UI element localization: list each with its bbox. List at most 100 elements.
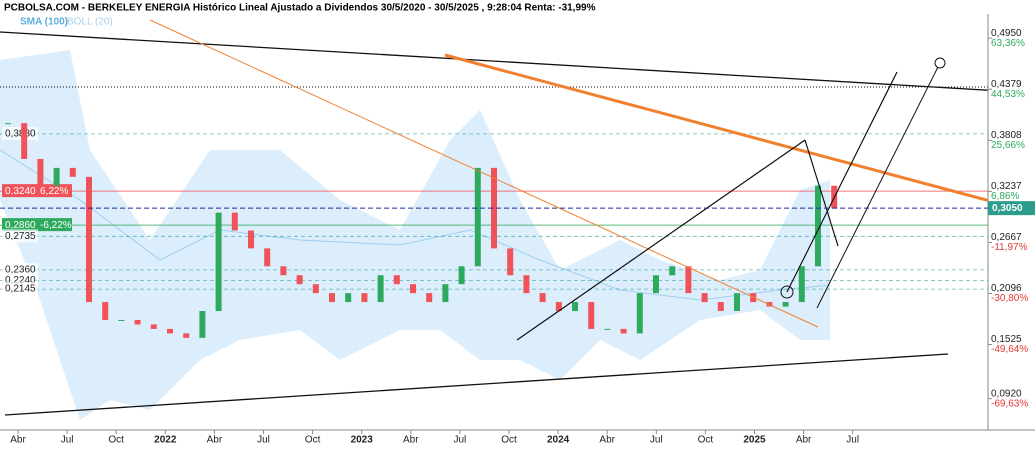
x-tick-label: Oct	[108, 435, 124, 446]
x-tick-label: 2024	[547, 435, 570, 446]
candle	[734, 293, 740, 312]
x-tick-label: Jul	[846, 435, 859, 446]
candle	[491, 167, 497, 249]
candle	[37, 158, 44, 186]
marker-circle	[780, 285, 794, 299]
candle	[539, 293, 546, 303]
y-tick-percent: 25,66%	[991, 140, 1025, 151]
current-box	[988, 201, 1035, 216]
candle	[782, 302, 789, 307]
x-tick-label: Jul	[454, 435, 467, 446]
level-box	[2, 262, 38, 276]
candle	[426, 293, 433, 303]
x-tick-label: Abr	[207, 435, 223, 446]
candle	[199, 311, 206, 338]
candle	[717, 302, 724, 312]
x-tick-label: Oct	[501, 435, 517, 446]
trend-line	[516, 139, 806, 341]
candle	[636, 293, 643, 334]
chart-title: PCBOLSA.COM - BERKELEY ENERGIA Histórico…	[4, 3, 596, 14]
y-tick-percent: -69,63%	[991, 398, 1028, 409]
candle	[118, 319, 125, 321]
candle	[69, 167, 76, 177]
candle	[150, 324, 157, 329]
y-tick-label: 0,2096	[991, 283, 1022, 294]
x-tick-label: Oct	[305, 435, 321, 446]
level-label: 0,2735	[5, 231, 36, 242]
legend-sma: SMA (100)	[20, 17, 68, 28]
trend-line	[816, 62, 941, 309]
candle	[523, 275, 530, 294]
level-label: 0,2360	[5, 265, 36, 276]
candle	[329, 293, 335, 303]
candle	[572, 302, 578, 312]
y-tick-percent: -11,97%	[991, 242, 1028, 253]
x-tick-label: Abr	[10, 435, 26, 446]
y-tick-label: 0,0920	[991, 388, 1022, 399]
x-tick-label: 2025	[743, 435, 766, 446]
y-tick-percent: -30,80%	[991, 293, 1028, 304]
candle	[183, 333, 190, 338]
candle	[701, 293, 708, 303]
y-tick-label: 0,3237	[991, 181, 1022, 192]
level-label: 0,2145	[5, 284, 36, 295]
trend-line	[149, 19, 819, 328]
level-box	[2, 218, 72, 232]
legend-boll: BOLL (20)	[67, 17, 113, 28]
candle	[620, 328, 627, 334]
y-tick-percent: 63,36%	[991, 38, 1025, 49]
trend-line	[804, 139, 839, 247]
candle	[231, 212, 238, 231]
trend-line	[0, 31, 1035, 94]
candle	[280, 266, 287, 276]
candle	[215, 212, 222, 312]
candle	[669, 266, 676, 276]
x-tick-label: Jul	[61, 435, 74, 446]
marker-circle	[934, 57, 946, 69]
candle	[555, 302, 562, 312]
x-tick-label: Oct	[698, 435, 714, 446]
sma-line	[0, 149, 831, 301]
level-label: 0,2860	[5, 220, 36, 231]
candle	[86, 176, 92, 303]
candle	[410, 284, 416, 294]
x-tick-label: Abr	[796, 435, 812, 446]
trend-line	[786, 71, 898, 293]
candle	[685, 266, 692, 294]
x-tick-label: Abr	[403, 435, 419, 446]
candle	[312, 284, 319, 294]
level-percent: 6,22%	[40, 186, 68, 197]
level-box	[2, 282, 38, 296]
x-tick-label: 2023	[351, 435, 374, 446]
y-tick-label: 0,1525	[991, 334, 1022, 345]
price-axis	[988, 14, 1035, 430]
trend-line	[4, 353, 949, 416]
candle	[345, 293, 352, 303]
candle	[21, 123, 28, 159]
candle	[102, 302, 109, 320]
candle	[361, 293, 368, 303]
candle	[377, 275, 384, 303]
candle	[604, 328, 611, 330]
level-box	[2, 229, 38, 243]
y-tick-percent: 6,86%	[991, 191, 1019, 202]
y-tick-label: 0,3808	[991, 130, 1022, 141]
bollinger-band	[0, 50, 830, 420]
level-label: 0,3880	[5, 129, 36, 140]
level-label: 0,3240	[5, 186, 36, 197]
candle	[458, 266, 465, 285]
y-tick-label: 0,4950	[991, 28, 1022, 39]
y-tick-percent: 44,53%	[991, 89, 1025, 100]
x-tick-label: Abr	[599, 435, 615, 446]
current-label: 0,3050	[992, 203, 1023, 214]
x-tick-label: Jul	[257, 435, 270, 446]
candle	[296, 275, 303, 285]
candle	[442, 284, 449, 303]
x-tick-label: 2022	[154, 435, 177, 446]
candle	[798, 266, 805, 303]
candle	[53, 167, 60, 186]
candle	[653, 275, 659, 294]
candle	[167, 328, 173, 334]
candle	[248, 230, 254, 249]
